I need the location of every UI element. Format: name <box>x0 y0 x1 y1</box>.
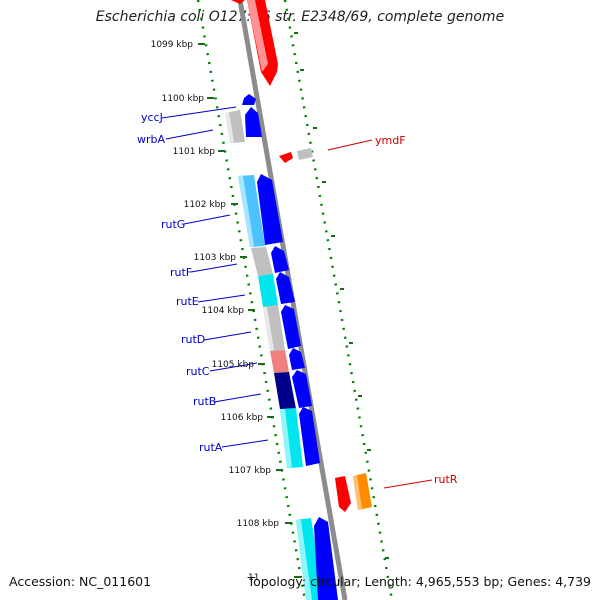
label-yccJ[interactable]: yccJ <box>141 111 163 124</box>
label-rutC[interactable]: rutC <box>186 365 210 378</box>
gene-rutR-red[interactable] <box>335 476 351 512</box>
map-title: Escherichia coli O127:H6 str. E2348/69, … <box>95 9 505 25</box>
bottom-reverse-arrow[interactable] <box>314 517 338 600</box>
accession-text: Accession: NC_011601 <box>9 574 152 589</box>
rutE-arrow[interactable] <box>276 272 295 304</box>
tick-label: 11 <box>248 573 259 583</box>
rutE-inner[interactable] <box>258 274 278 307</box>
gene-ymdF-arrow[interactable] <box>279 152 293 163</box>
gene-ymdF-grey[interactable] <box>297 148 313 160</box>
tick-label: 1106 kbp <box>221 413 264 423</box>
gene-yccJ-arrow[interactable] <box>242 94 256 105</box>
rutB-arrow[interactable] <box>292 370 312 408</box>
label-rutE[interactable]: rutE <box>176 295 199 308</box>
tick-label: 1102 kbp <box>184 200 227 210</box>
tick-label: 1107 kbp <box>229 466 272 476</box>
label-connectors <box>161 106 433 489</box>
label-rutR[interactable]: rutR <box>434 473 458 486</box>
tick-labels: 1099 kbp 1100 kbp 1101 kbp 1102 kbp 1103… <box>151 40 280 583</box>
rutD-arrow[interactable] <box>281 305 301 349</box>
rut-inner-strip <box>238 175 303 468</box>
tick-label: 1104 kbp <box>202 306 245 316</box>
rutB-inner[interactable] <box>274 372 296 409</box>
label-ymdF[interactable]: ymdF <box>375 134 406 147</box>
tick-label: 1105 kbp <box>212 360 255 370</box>
rutA-arrow[interactable] <box>299 407 320 466</box>
rutF-inner[interactable] <box>251 247 273 276</box>
label-rutG[interactable]: rutG <box>161 218 185 231</box>
tick-label: 1103 kbp <box>194 253 237 263</box>
tick-marks <box>198 32 389 578</box>
label-rutA[interactable]: rutA <box>199 441 223 454</box>
gene-wrbA-arrow[interactable] <box>245 107 262 137</box>
tick-label: 1101 kbp <box>173 147 216 157</box>
gene-wrbA-grey[interactable] <box>225 110 245 143</box>
gene-labels: yccJ wrbA ymdF rutG rutF rutE rutD rutC … <box>137 111 458 486</box>
gene-rutR-orange[interactable] <box>353 473 372 510</box>
topology-info: Topology: circular; Length: 4,965,553 bp… <box>247 574 591 589</box>
label-rutD[interactable]: rutD <box>181 333 205 346</box>
tick-label: 1100 kbp <box>162 94 205 104</box>
rutC-arrow[interactable] <box>289 348 305 370</box>
label-rutF[interactable]: rutF <box>170 266 192 279</box>
label-wrbA[interactable]: wrbA <box>137 133 166 146</box>
rutC-inner[interactable] <box>270 350 289 373</box>
label-rutB[interactable]: rutB <box>193 395 216 408</box>
rutG-arrow[interactable] <box>257 174 283 245</box>
tick-label: 1108 kbp <box>237 519 280 529</box>
rutF-arrow[interactable] <box>271 246 289 273</box>
tick-label: 1099 kbp <box>151 40 194 50</box>
rut-reverse-arrows <box>257 174 320 466</box>
forward-gene-top[interactable] <box>231 0 278 86</box>
bottom-genes <box>296 517 338 600</box>
